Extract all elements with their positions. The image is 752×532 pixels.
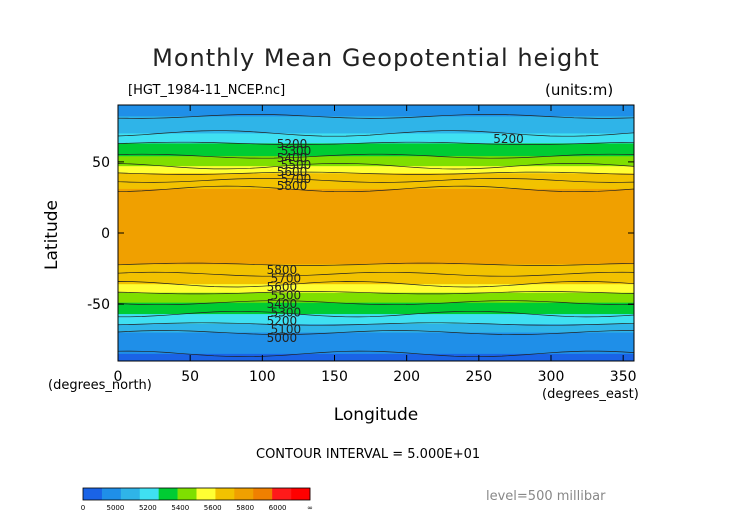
latitude-band-8 bbox=[118, 188, 634, 265]
x-tick-label-150: 150 bbox=[321, 369, 348, 385]
latitude-band-0 bbox=[118, 105, 634, 117]
contour-line-15 bbox=[117, 322, 635, 326]
contour-label-s-5400: 5400 bbox=[267, 297, 298, 311]
latitude-band-4 bbox=[118, 156, 634, 167]
contour-label-n-5700: 5700 bbox=[281, 172, 312, 186]
contour-label-n-5500: 5500 bbox=[281, 158, 312, 172]
x-tick-label-50: 50 bbox=[181, 369, 199, 385]
latitude-band-12 bbox=[118, 292, 634, 304]
x-tick-label-100: 100 bbox=[249, 369, 276, 385]
contour-line-6 bbox=[117, 171, 635, 175]
x-tick-label-250: 250 bbox=[465, 369, 492, 385]
colorbar-frame bbox=[82, 487, 311, 501]
x-tick-label-350: 350 bbox=[610, 369, 637, 385]
colorbar-label-3: 5400 bbox=[171, 504, 189, 512]
latitude-bands bbox=[118, 105, 634, 362]
file-label: [HGT_1984-11_NCEP.nc] bbox=[128, 83, 286, 98]
colorbar-swatch-3 bbox=[139, 488, 159, 500]
contour-line-2 bbox=[117, 130, 635, 137]
latitude-band-15 bbox=[118, 324, 634, 334]
y-tick-label-50: 50 bbox=[92, 155, 110, 171]
contour-line-7 bbox=[117, 178, 635, 183]
colorbar-label-2: 5200 bbox=[139, 504, 157, 512]
contour-label-s-5600: 5600 bbox=[267, 280, 298, 294]
contour-label-s-5700: 5700 bbox=[271, 272, 302, 286]
contour-label-n-5400: 5400 bbox=[277, 151, 308, 165]
colorbar-swatch-7 bbox=[215, 488, 235, 500]
colorbar-swatch-9 bbox=[253, 488, 273, 500]
latitude-band-3 bbox=[118, 143, 634, 157]
contour-label-s-5100: 5100 bbox=[271, 323, 302, 337]
latitude-band-14 bbox=[118, 314, 634, 325]
contour-line-5 bbox=[117, 163, 635, 170]
colorbar-label-6: 6000 bbox=[269, 504, 287, 512]
contour-label-s-5800: 5800 bbox=[267, 263, 298, 277]
units-label: (units:m) bbox=[545, 81, 614, 99]
contour-line-4 bbox=[117, 153, 635, 159]
contour-lines bbox=[117, 114, 635, 358]
latitude-band-11 bbox=[118, 284, 634, 294]
latitude-band-9 bbox=[118, 264, 634, 275]
x-axis-label: Longitude bbox=[333, 405, 419, 425]
axes: 0 50 100 150 200 250 300 350 50 0 -50 bbox=[87, 104, 637, 385]
latitude-band-2 bbox=[118, 133, 634, 144]
latitude-band-13 bbox=[118, 302, 634, 315]
contour-label-n-5800: 5800 bbox=[277, 179, 308, 193]
colorbar-swatch-6 bbox=[196, 488, 216, 500]
level-label: level=500 millibar bbox=[486, 489, 606, 504]
latitude-band-16 bbox=[118, 332, 634, 355]
contour-label-s-5300: 5300 bbox=[271, 306, 302, 320]
latitude-band-6 bbox=[118, 173, 634, 181]
colorbar-swatch-5 bbox=[177, 488, 197, 500]
colorbar-swatch-4 bbox=[158, 488, 178, 500]
x-tick-label-200: 200 bbox=[393, 369, 420, 385]
contour-label-n-5600: 5600 bbox=[277, 165, 308, 179]
colorbar-label-4: 5600 bbox=[204, 504, 222, 512]
x-unit-right: (degrees_east) bbox=[542, 387, 639, 402]
colorbar-label-1: 5000 bbox=[107, 504, 125, 512]
contour-label-s-5500: 5500 bbox=[271, 289, 302, 303]
chart-title: Monthly Mean Geopotential height bbox=[152, 44, 600, 72]
x-tick-label-300: 300 bbox=[538, 369, 565, 385]
contour-line-13 bbox=[117, 300, 635, 306]
contour-line-14 bbox=[117, 310, 635, 318]
x-unit-left: (degrees_north) bbox=[48, 378, 152, 393]
contour-interval: CONTOUR INTERVAL = 5.000E+01 bbox=[256, 447, 481, 462]
contour-line-3 bbox=[117, 141, 635, 145]
colorbar-swatch-11 bbox=[291, 488, 311, 500]
x-tick-label-0: 0 bbox=[114, 369, 123, 385]
contour-labels: 5200530054005500560057005800580057005600… bbox=[267, 132, 524, 345]
colorbar-label-7: ∞ bbox=[307, 504, 313, 512]
y-tick-label-0: 0 bbox=[101, 226, 110, 242]
contour-line-17 bbox=[117, 350, 635, 358]
contour-line-16 bbox=[117, 330, 634, 335]
colorbar: 0 5000 5200 5400 5600 5800 6000 ∞ bbox=[81, 487, 313, 512]
contour-label-n-5300: 5300 bbox=[281, 144, 312, 158]
latitude-band-1 bbox=[118, 116, 634, 134]
contour-label-s-5200: 5200 bbox=[267, 314, 298, 328]
colorbar-label-5: 5800 bbox=[236, 504, 254, 512]
latitude-band-17 bbox=[118, 353, 634, 362]
colorbar-swatch-1 bbox=[101, 488, 122, 500]
colorbar-swatch-2 bbox=[120, 488, 141, 500]
colorbar-swatch-8 bbox=[234, 488, 254, 500]
latitude-band-5 bbox=[118, 166, 634, 174]
latitude-band-7 bbox=[118, 180, 634, 190]
contour-label-ne-5200: 5200 bbox=[493, 132, 524, 146]
contour-line-12 bbox=[117, 291, 635, 295]
contour-line-1 bbox=[117, 114, 635, 119]
contour-line-9 bbox=[117, 262, 635, 266]
contour-line-10 bbox=[117, 271, 635, 277]
contour-line-11 bbox=[117, 281, 635, 288]
colorbar-swatch-10 bbox=[272, 488, 292, 500]
y-tick-label--50: -50 bbox=[87, 297, 110, 313]
colorbar-label-0: 0 bbox=[81, 504, 85, 512]
contour-line-8 bbox=[117, 185, 635, 193]
colorbar-swatch-0 bbox=[83, 488, 103, 500]
latitude-band-10 bbox=[118, 274, 634, 285]
contour-label-s-5000: 5000 bbox=[267, 331, 298, 345]
contour-label-n-5200: 5200 bbox=[277, 137, 308, 151]
